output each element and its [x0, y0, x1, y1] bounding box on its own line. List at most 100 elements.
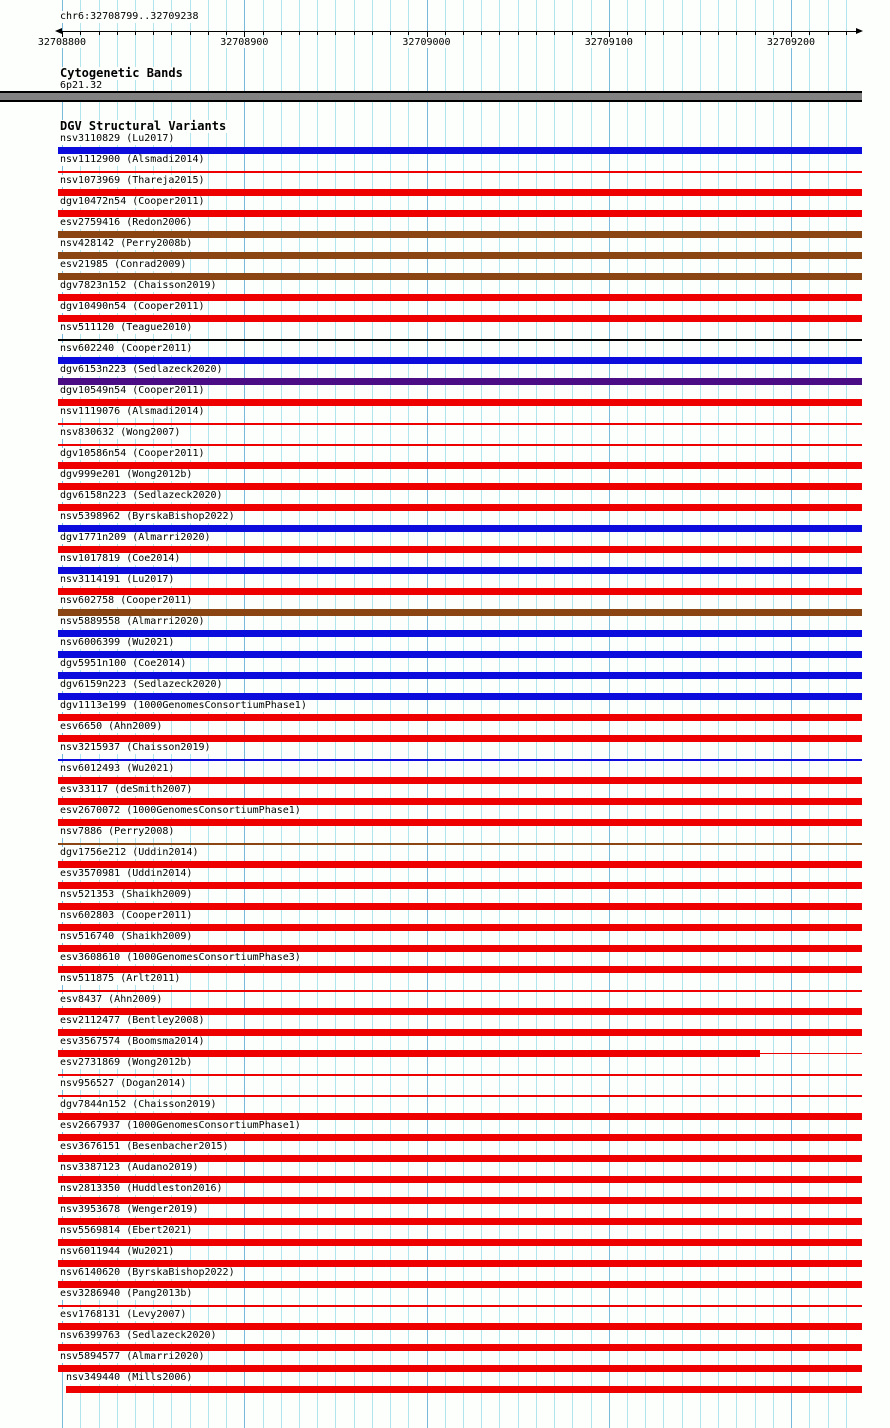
variant-label[interactable]: nsv830632 (Wong2007)	[60, 427, 183, 439]
variant-label[interactable]: nsv3110829 (Lu2017)	[60, 133, 177, 145]
variant-bar[interactable]	[58, 693, 862, 700]
variant-bar[interactable]	[58, 1260, 862, 1267]
variant-bar[interactable]	[58, 399, 862, 406]
variant-label[interactable]: esv21985 (Conrad2009)	[60, 259, 189, 271]
variant-label[interactable]: nsv6011944 (Wu2021)	[60, 1246, 177, 1258]
variant-label[interactable]: esv6650 (Ahn2009)	[60, 721, 165, 733]
variant-line[interactable]	[58, 759, 862, 761]
variant-line[interactable]	[58, 1095, 862, 1097]
cytogenetic-band-bar[interactable]	[0, 91, 862, 102]
variant-label[interactable]: nsv3953678 (Wenger2019)	[60, 1204, 201, 1216]
variant-label[interactable]: dgv6158n223 (Sedlazeck2020)	[60, 490, 225, 502]
variant-label[interactable]: esv2112477 (Bentley2008)	[60, 1015, 207, 1027]
variant-bar[interactable]	[58, 1155, 862, 1162]
variant-bar[interactable]	[58, 630, 862, 637]
variant-label[interactable]: nsv5889558 (Almarri2020)	[60, 616, 207, 628]
variant-label[interactable]: esv2759416 (Redon2006)	[60, 217, 195, 229]
variant-bar[interactable]	[58, 567, 862, 574]
variant-bar[interactable]	[58, 1008, 862, 1015]
variant-bar[interactable]	[58, 1239, 862, 1246]
variant-label[interactable]: esv1768131 (Levy2007)	[60, 1309, 189, 1321]
variant-bar[interactable]	[58, 1176, 862, 1183]
variant-label[interactable]: dgv6153n223 (Sedlazeck2020)	[60, 364, 225, 376]
variant-label[interactable]: nsv1112900 (Alsmadi2014)	[60, 154, 207, 166]
variant-label[interactable]: dgv999e201 (Wong2012b)	[60, 469, 195, 481]
variant-bar[interactable]	[58, 231, 862, 238]
variant-label[interactable]: dgv6159n223 (Sedlazeck2020)	[60, 679, 225, 691]
variant-label[interactable]: dgv10549n54 (Cooper2011)	[60, 385, 207, 397]
variant-line[interactable]	[58, 339, 862, 341]
variant-label[interactable]: esv2667937 (1000GenomesConsortiumPhase1)	[60, 1120, 303, 1132]
variant-label[interactable]: esv3567574 (Boomsma2014)	[60, 1036, 207, 1048]
variant-label[interactable]: esv8437 (Ahn2009)	[60, 994, 165, 1006]
variant-label[interactable]: dgv10586n54 (Cooper2011)	[60, 448, 207, 460]
variant-label[interactable]: nsv5569814 (Ebert2021)	[60, 1225, 195, 1237]
variant-label[interactable]: nsv602240 (Cooper2011)	[60, 343, 195, 355]
variant-label[interactable]: nsv1119076 (Alsmadi2014)	[60, 406, 207, 418]
variant-label[interactable]: nsv5894577 (Almarri2020)	[60, 1351, 207, 1363]
variant-bar[interactable]	[58, 609, 862, 616]
variant-bar[interactable]	[58, 462, 862, 469]
variant-bar[interactable]	[58, 1029, 862, 1036]
variant-bar[interactable]	[58, 1050, 760, 1057]
variant-bar[interactable]	[58, 252, 862, 259]
variant-label[interactable]: nsv516740 (Shaikh2009)	[60, 931, 195, 943]
variant-line[interactable]	[58, 1305, 862, 1307]
variant-bar[interactable]	[58, 378, 862, 385]
variant-label[interactable]: dgv1113e199 (1000GenomesConsortiumPhase1…	[60, 700, 309, 712]
variant-label[interactable]: nsv956527 (Dogan2014)	[60, 1078, 189, 1090]
variant-label[interactable]: esv3570981 (Uddin2014)	[60, 868, 195, 880]
variant-bar[interactable]	[58, 945, 862, 952]
variant-line[interactable]	[58, 990, 862, 992]
variant-label[interactable]: nsv602803 (Cooper2011)	[60, 910, 195, 922]
variant-label[interactable]: nsv1017819 (Coe2014)	[60, 553, 183, 565]
variant-bar[interactable]	[58, 966, 862, 973]
variant-bar[interactable]	[58, 1218, 862, 1225]
variant-line[interactable]	[58, 444, 862, 446]
variant-label[interactable]: esv3676151 (Besenbacher2015)	[60, 1141, 231, 1153]
variant-label[interactable]: esv2670072 (1000GenomesConsortiumPhase1)	[60, 805, 303, 817]
variant-bar[interactable]	[58, 819, 862, 826]
variant-bar[interactable]	[58, 651, 862, 658]
variant-bar[interactable]	[58, 1323, 862, 1330]
variant-bar[interactable]	[66, 1386, 862, 1393]
variant-bar[interactable]	[58, 315, 862, 322]
variant-bar[interactable]	[58, 504, 862, 511]
variant-bar[interactable]	[58, 210, 862, 217]
variant-bar[interactable]	[58, 1365, 862, 1372]
variant-bar[interactable]	[58, 1281, 862, 1288]
variant-label[interactable]: nsv349440 (Mills2006)	[66, 1372, 195, 1384]
variant-label[interactable]: nsv511120 (Teague2010)	[60, 322, 195, 334]
variant-label[interactable]: esv3608610 (1000GenomesConsortiumPhase3)	[60, 952, 303, 964]
variant-label[interactable]: dgv1771n209 (Almarri2020)	[60, 532, 213, 544]
variant-label[interactable]: nsv6399763 (Sedlazeck2020)	[60, 1330, 219, 1342]
variant-label[interactable]: nsv511875 (Arlt2011)	[60, 973, 183, 985]
variant-bar[interactable]	[58, 714, 862, 721]
variant-bar[interactable]	[58, 777, 862, 784]
variant-label[interactable]: dgv7844n152 (Chaisson2019)	[60, 1099, 219, 1111]
variant-label[interactable]: dgv1756e212 (Uddin2014)	[60, 847, 201, 859]
variant-bar[interactable]	[58, 861, 862, 868]
variant-label[interactable]: nsv6012493 (Wu2021)	[60, 763, 177, 775]
variant-label[interactable]: nsv521353 (Shaikh2009)	[60, 889, 195, 901]
variant-label[interactable]: nsv3387123 (Audano2019)	[60, 1162, 201, 1174]
variant-bar[interactable]	[58, 294, 862, 301]
variant-label[interactable]: dgv5951n100 (Coe2014)	[60, 658, 189, 670]
variant-bar[interactable]	[58, 525, 862, 532]
variant-bar[interactable]	[58, 273, 862, 280]
variant-line[interactable]	[58, 1074, 862, 1076]
variant-bar[interactable]	[58, 924, 862, 931]
variant-bar[interactable]	[58, 1344, 862, 1351]
variant-label[interactable]: esv2731869 (Wong2012b)	[60, 1057, 195, 1069]
variant-bar[interactable]	[58, 483, 862, 490]
variant-label[interactable]: nsv7886 (Perry2008)	[60, 826, 177, 838]
variant-label[interactable]: esv33117 (deSmith2007)	[60, 784, 195, 796]
variant-label[interactable]: nsv6006399 (Wu2021)	[60, 637, 177, 649]
variant-bar[interactable]	[58, 1197, 862, 1204]
variant-label[interactable]: esv3286940 (Pang2013b)	[60, 1288, 195, 1300]
variant-bar[interactable]	[58, 798, 862, 805]
variant-bar[interactable]	[58, 588, 862, 595]
variant-bar[interactable]	[58, 1113, 862, 1120]
variant-line[interactable]	[58, 423, 862, 425]
variant-label[interactable]: nsv2813350 (Huddleston2016)	[60, 1183, 225, 1195]
